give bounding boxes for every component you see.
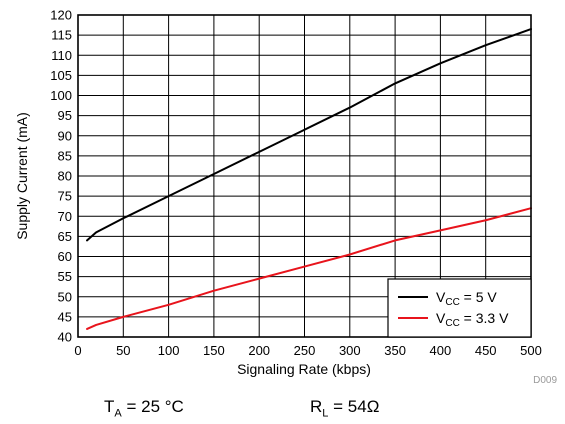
x-tick-labels: 0 50 100 150 200 250 300 350 400 450 500: [74, 343, 541, 358]
y-tick-label: 100: [50, 88, 72, 103]
y-tick-label: 85: [58, 148, 72, 163]
legend-label-vcc-5v: VCC = 5 V: [436, 289, 497, 308]
x-tick-label: 500: [520, 343, 542, 358]
x-tick-label: 150: [203, 343, 225, 358]
y-tick-label: 80: [58, 169, 72, 184]
x-tick-label: 450: [475, 343, 497, 358]
y-tick-label: 90: [58, 128, 72, 143]
figure-code: D009: [533, 375, 557, 385]
y-tick-label: 115: [51, 28, 72, 43]
x-tick-label: 50: [116, 343, 130, 358]
y-tick-label: 60: [58, 249, 72, 264]
load-resistance-condition: RL = 54Ω: [310, 397, 380, 420]
y-tick-label: 50: [58, 289, 72, 304]
legend-box: [387, 278, 532, 338]
series-lines: [86, 28, 532, 330]
y-tick-label: 40: [58, 330, 72, 345]
legend-label-vcc-3v3: VCC = 3.3 V: [436, 310, 509, 329]
temperature-condition: TA = 25 °C: [104, 397, 184, 420]
y-tick-label: 105: [50, 68, 72, 83]
x-tick-label: 400: [430, 343, 452, 358]
series-line-vcc-3v3: [86, 207, 532, 330]
series-line-vcc-5v: [86, 28, 532, 242]
y-tick-label: 110: [51, 48, 72, 63]
y-tick-label: 95: [58, 108, 72, 123]
plot-frame: [77, 14, 532, 338]
x-tick-label: 200: [248, 343, 270, 358]
supply-current-chart: 0 50 100 150 200 250 300 350 400 450 500 40 45 50 55 6…: [14, 8, 557, 386]
x-tick-label: 350: [384, 343, 406, 358]
y-tick-label: 120: [50, 8, 72, 23]
y-tick-label: 65: [58, 229, 72, 244]
legend: VCC = 5 V VCC = 3.3 V: [387, 278, 532, 338]
y-tick-label: 75: [58, 189, 72, 204]
y-tick-labels: 40 45 50 55 60 65 70 75 80 85 90 95 100 105 110 115 120: [50, 8, 72, 345]
y-axis-title: Supply Current (mA): [14, 112, 30, 240]
x-tick-label: 250: [294, 343, 316, 358]
y-tick-label: 70: [58, 209, 72, 224]
x-tick-label: 0: [74, 343, 81, 358]
x-axis-title: Signaling Rate (kbps): [237, 361, 371, 377]
y-tick-label: 45: [58, 309, 72, 324]
x-tick-label: 100: [158, 343, 180, 358]
x-tick-label: 300: [339, 343, 361, 358]
y-tick-label: 55: [58, 269, 72, 284]
